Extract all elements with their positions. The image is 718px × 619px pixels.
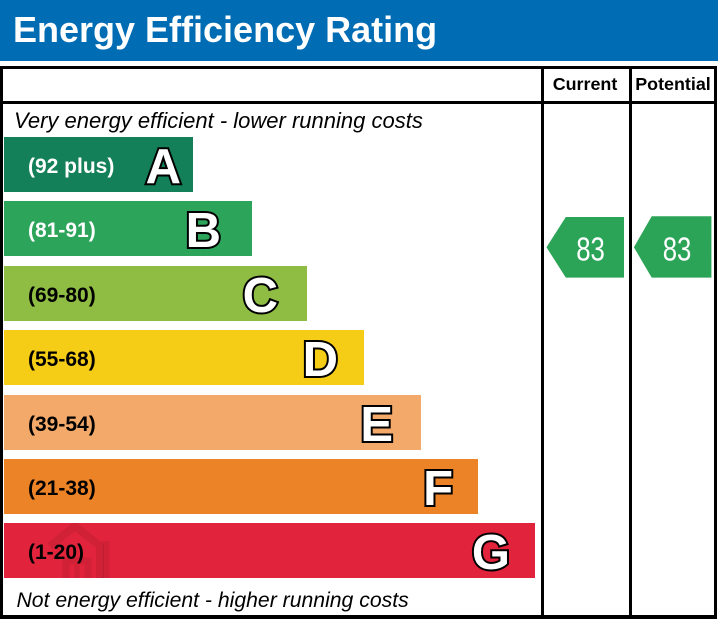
svg-text:E: E	[360, 398, 393, 452]
svg-text:D: D	[303, 333, 338, 387]
svg-text:B: B	[186, 204, 221, 258]
svg-text:G: G	[472, 526, 510, 580]
svg-text:83: 83	[663, 232, 692, 269]
svg-text:A: A	[146, 140, 181, 194]
svg-text:F: F	[423, 462, 453, 516]
svg-text:C: C	[243, 269, 278, 323]
svg-text:83: 83	[576, 232, 605, 269]
